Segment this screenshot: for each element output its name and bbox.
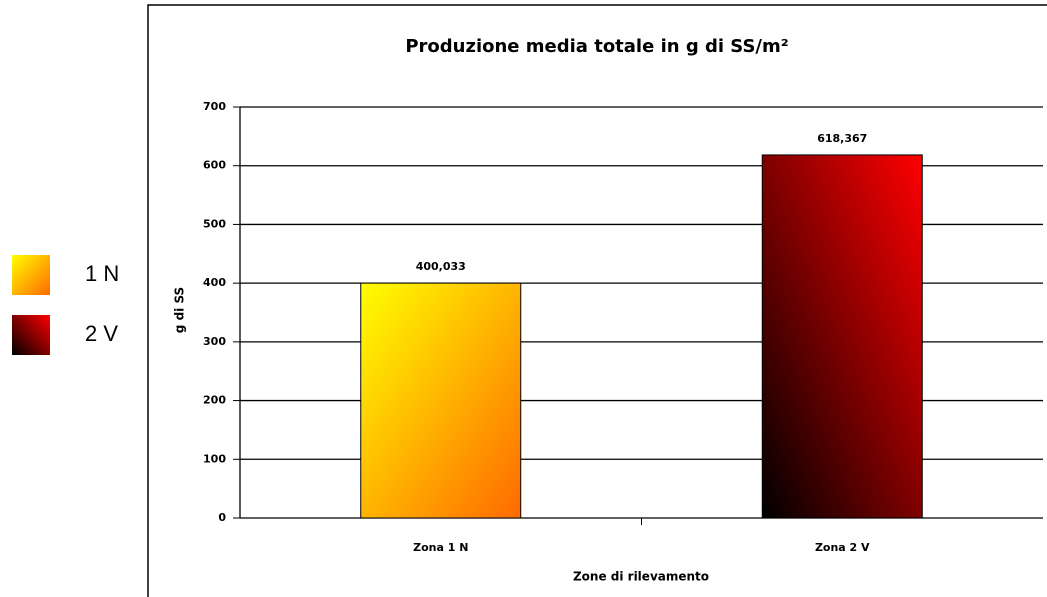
y-tick-label: 500 xyxy=(203,217,226,230)
legend-swatch xyxy=(12,255,50,295)
x-axis-label: Zone di rilevamento xyxy=(573,570,709,584)
x-tick-label: Zona 1 N xyxy=(413,541,468,554)
y-tick-label: 200 xyxy=(203,394,226,407)
x-tick-label: Zona 2 V xyxy=(815,541,870,554)
y-tick-label: 600 xyxy=(203,159,226,172)
y-axis-label: g di SS xyxy=(173,287,187,333)
value-label: 618,367 xyxy=(817,132,867,145)
y-tick-label: 0 xyxy=(218,511,226,524)
legend-swatch xyxy=(12,315,50,355)
legend-label: 2 V xyxy=(85,321,118,346)
chart-title: Produzione media totale in g di SS/m² xyxy=(405,36,788,57)
value-label: 400,033 xyxy=(416,260,466,273)
bar xyxy=(761,154,923,519)
legend-label: 1 N xyxy=(85,261,119,286)
y-tick-label: 400 xyxy=(203,276,226,289)
bar xyxy=(360,282,522,519)
y-tick-label: 700 xyxy=(203,100,226,113)
y-tick-label: 300 xyxy=(203,335,226,348)
y-tick-label: 100 xyxy=(203,452,226,465)
